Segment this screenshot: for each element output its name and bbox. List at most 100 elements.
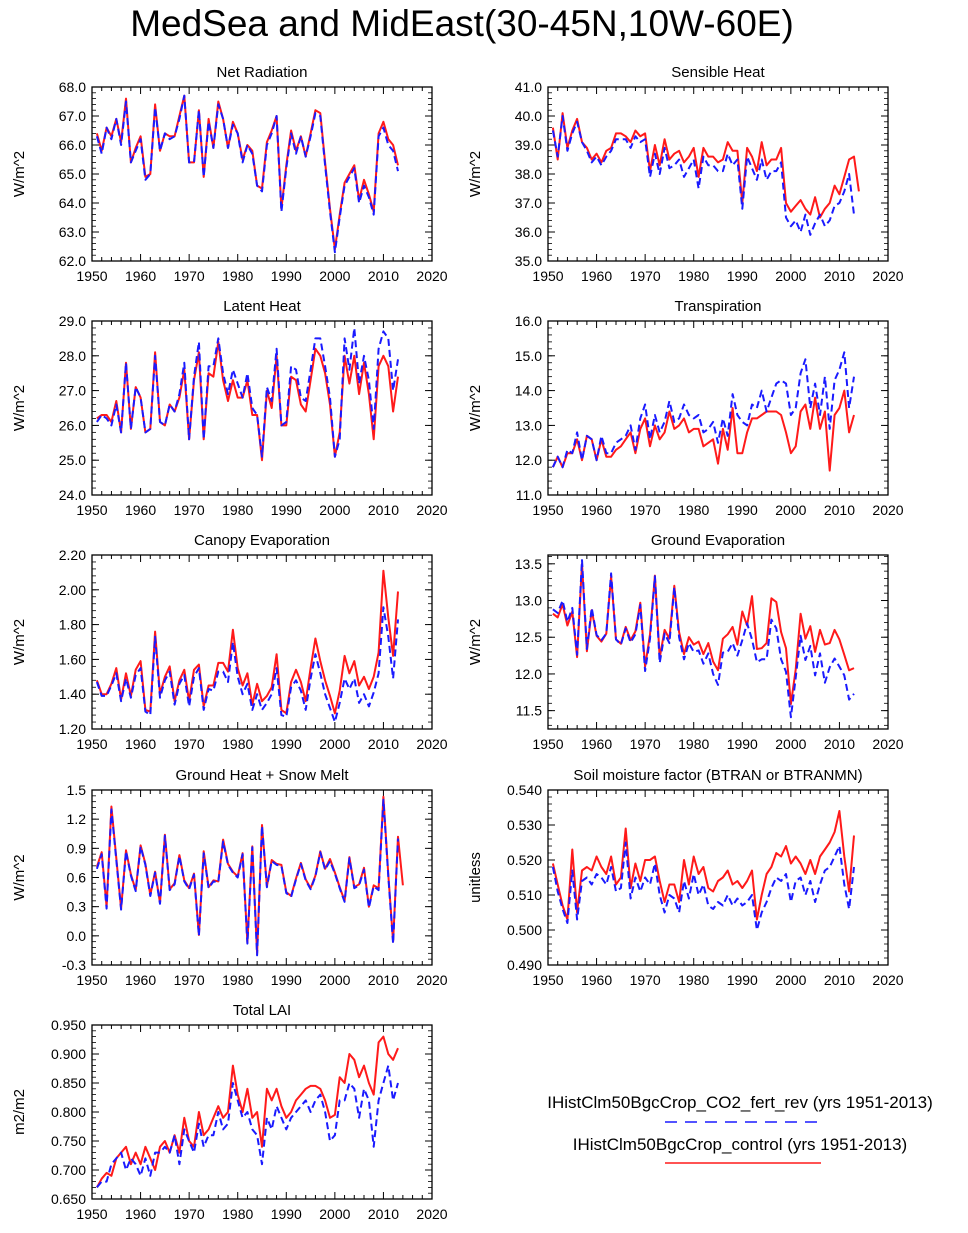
y-tick-label: 29.0 xyxy=(59,313,86,329)
x-tick-label: 1990 xyxy=(271,268,302,284)
y-tick-label: 13.5 xyxy=(515,556,542,572)
series-line-control xyxy=(551,112,860,219)
x-tick-label: 2010 xyxy=(368,268,399,284)
y-tick-label: 16.0 xyxy=(515,313,542,329)
x-tick-label: 2010 xyxy=(824,268,855,284)
chart-title: Total LAI xyxy=(233,1002,291,1019)
x-tick-label: 1960 xyxy=(125,1206,156,1222)
x-tick-label: 1990 xyxy=(271,736,302,752)
series-line-control xyxy=(552,562,855,705)
y-tick-label: 14.0 xyxy=(515,383,542,399)
y-tick-label: 38.0 xyxy=(515,166,542,182)
x-tick-label: 2020 xyxy=(416,972,447,988)
chart-ground-heat-snow-melt: Ground Heat + Snow Melt W/m^2 1950 1960 1970… xyxy=(11,767,448,988)
chart-sensible-heat: Sensible Heat W/m^2 1950 1960 1970 1980 1990 20… xyxy=(467,64,904,284)
x-tick-label: 1950 xyxy=(532,502,563,518)
y-tick-label: 0.6 xyxy=(67,870,87,886)
legend-label-co2-fert-rev: IHistClm50BgcCrop_CO2_fert_rev (yrs 1951… xyxy=(547,1093,933,1112)
x-tick-label: 2000 xyxy=(775,736,806,752)
chart-ground-evaporation: Ground Evaporation W/m^2 1950 1960 1970 1980 1… xyxy=(467,532,904,752)
x-tick-label: 2020 xyxy=(872,736,903,752)
x-tick-label: 2000 xyxy=(319,502,350,518)
y-tick-label: -0.3 xyxy=(62,957,86,973)
x-tick-label: 2020 xyxy=(872,502,903,518)
chart-title: Ground Heat + Snow Melt xyxy=(175,767,349,784)
chart-transpiration: Transpiration W/m^2 1950 1960 1970 1980 1990 20… xyxy=(467,298,904,518)
y-tick-label: 1.5 xyxy=(67,782,87,798)
y-axis-label: W/m^2 xyxy=(11,854,28,900)
x-tick-label: 1950 xyxy=(76,502,107,518)
y-tick-label: 68.0 xyxy=(59,79,86,95)
series-line-control xyxy=(96,1035,399,1188)
x-tick-label: 2000 xyxy=(775,268,806,284)
x-tick-label: 2000 xyxy=(319,1206,350,1222)
y-tick-label: 65.0 xyxy=(59,166,86,182)
x-tick-label: 1970 xyxy=(630,736,661,752)
x-tick-label: 1970 xyxy=(630,268,661,284)
y-tick-label: 13.0 xyxy=(515,593,542,609)
x-tick-label: 1980 xyxy=(222,736,253,752)
legend-label-control: IHistClm50BgcCrop_control (yrs 1951-2013… xyxy=(573,1135,907,1154)
y-tick-label: 64.0 xyxy=(59,195,86,211)
x-tick-label: 1990 xyxy=(727,972,758,988)
plot-frame xyxy=(91,789,433,966)
x-tick-label: 1990 xyxy=(727,736,758,752)
x-tick-label: 1960 xyxy=(125,268,156,284)
x-tick-label: 1950 xyxy=(532,268,563,284)
x-tick-label: 1970 xyxy=(630,972,661,988)
y-tick-label: 66.0 xyxy=(59,137,86,153)
y-axis-label: m2/m2 xyxy=(11,1089,28,1135)
plot-frame xyxy=(91,554,433,730)
y-tick-label: 0.700 xyxy=(51,1162,86,1178)
y-tick-label: 13.0 xyxy=(515,417,542,433)
series-line-co2-fert-rev xyxy=(551,115,855,236)
series-line-control xyxy=(551,389,855,472)
y-tick-label: 12.0 xyxy=(515,452,542,468)
chart-total-lai: Total LAI m2/m2 1950 1960 1970 1980 1990 2000 20… xyxy=(11,1002,448,1222)
x-tick-label: 1960 xyxy=(125,736,156,752)
y-tick-label: 1.40 xyxy=(59,686,86,702)
plot-frame xyxy=(547,554,889,730)
x-tick-label: 1980 xyxy=(222,268,253,284)
y-tick-label: 12.5 xyxy=(515,629,542,645)
y-axis-label: W/m^2 xyxy=(11,151,28,197)
x-tick-label: 1960 xyxy=(125,972,156,988)
y-tick-label: 0.650 xyxy=(51,1191,86,1207)
y-tick-label: 26.0 xyxy=(59,417,86,433)
x-tick-label: 1960 xyxy=(125,502,156,518)
x-tick-label: 1970 xyxy=(174,268,205,284)
y-tick-label: 2.20 xyxy=(59,547,86,563)
x-tick-label: 1990 xyxy=(727,268,758,284)
x-tick-label: 2000 xyxy=(775,502,806,518)
series-line-control xyxy=(95,94,399,251)
y-tick-label: 39.0 xyxy=(515,137,542,153)
series-line-co2-fert-rev xyxy=(95,606,399,723)
y-axis-label: W/m^2 xyxy=(467,151,484,197)
x-tick-label: 2000 xyxy=(775,972,806,988)
y-tick-label: 15.0 xyxy=(515,348,542,364)
plot-frame xyxy=(91,1024,433,1200)
x-tick-label: 2000 xyxy=(319,736,350,752)
x-tick-label: 2010 xyxy=(824,972,855,988)
plot-frame xyxy=(547,789,889,966)
y-tick-label: 0.850 xyxy=(51,1075,86,1091)
chart-latent-heat: Latent Heat W/m^2 1950 1960 1970 1980 1990 2000… xyxy=(11,298,448,518)
series-line-co2-fert-rev xyxy=(551,841,855,931)
y-tick-label: 0.800 xyxy=(51,1104,86,1120)
y-tick-label: 0.540 xyxy=(507,782,542,798)
x-tick-label: 1970 xyxy=(174,1206,205,1222)
y-tick-label: 0.500 xyxy=(507,922,542,938)
y-tick-label: 11.5 xyxy=(516,703,542,719)
x-tick-label: 1980 xyxy=(222,1206,253,1222)
x-tick-label: 1960 xyxy=(581,502,612,518)
x-tick-label: 1960 xyxy=(581,736,612,752)
series-line-control xyxy=(95,569,399,715)
plot-frame xyxy=(91,86,433,262)
series-line-control xyxy=(551,810,855,921)
series-line-co2-fert-rev xyxy=(552,559,855,719)
y-tick-label: 0.490 xyxy=(507,957,542,973)
y-tick-label: 25.0 xyxy=(59,452,86,468)
y-tick-label: 36.0 xyxy=(515,224,542,240)
y-axis-label: unitless xyxy=(467,852,484,903)
series-line-control xyxy=(95,795,404,955)
